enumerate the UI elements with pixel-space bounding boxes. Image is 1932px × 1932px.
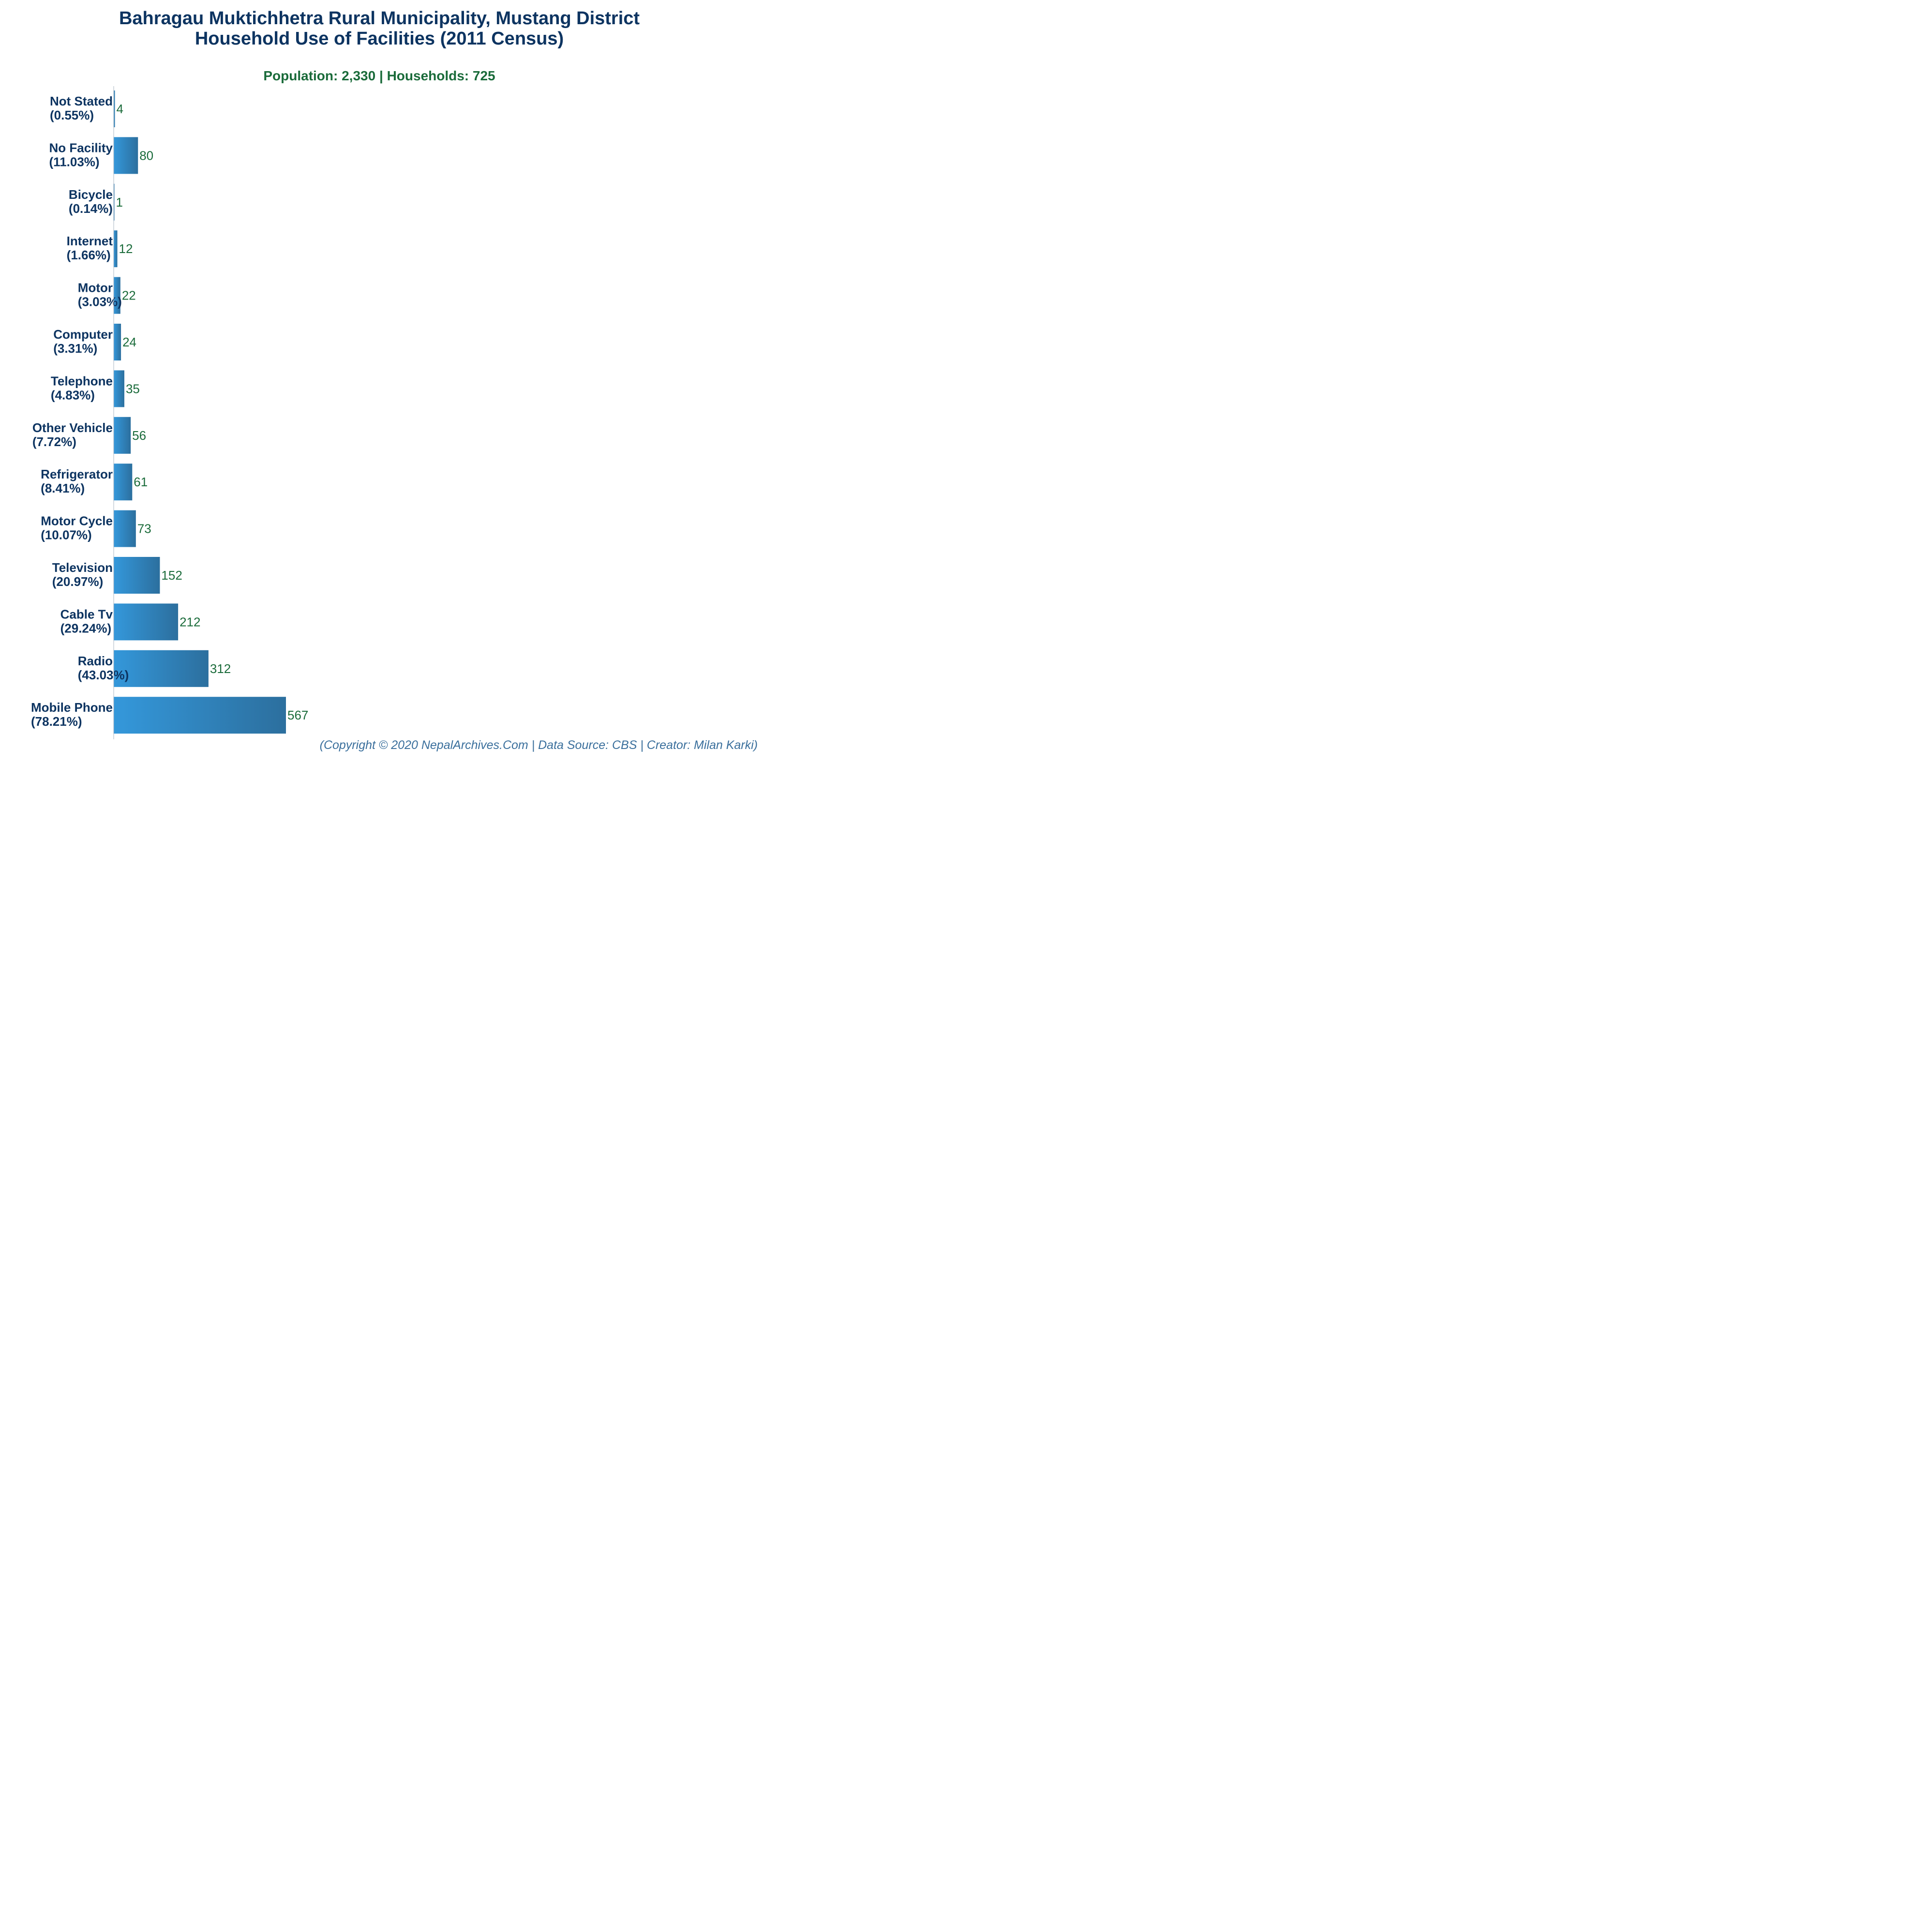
bar-internet — [114, 230, 118, 268]
percent-label: (29.24%) — [60, 621, 112, 635]
bar-motor-cycle — [114, 510, 136, 547]
value-label: 22 — [122, 288, 136, 303]
category-label: Telephone — [51, 374, 113, 388]
percent-label: (7.72%) — [32, 434, 76, 449]
footer-credit: (Copyright © 2020 NepalArchives.Com | Da… — [320, 738, 758, 752]
bar-no-facility — [114, 137, 138, 174]
value-label: 61 — [134, 475, 148, 489]
bar-telephone — [114, 370, 124, 407]
percent-label: (8.41%) — [41, 481, 85, 495]
value-label: 212 — [180, 614, 200, 629]
bar-other-vehicle — [114, 417, 131, 454]
percent-label: (20.97%) — [52, 574, 104, 589]
category-label: Internet — [67, 234, 113, 248]
value-label: 4 — [117, 102, 123, 116]
bar-not-stated — [114, 90, 115, 127]
value-label: 12 — [119, 241, 133, 256]
bar-bicycle — [114, 183, 115, 221]
bar-motor — [114, 277, 120, 314]
value-label: 80 — [139, 148, 153, 163]
bar-radio — [114, 650, 209, 687]
bar-computer — [114, 324, 121, 360]
percent-label: (43.03%) — [78, 668, 129, 682]
percent-label: (4.83%) — [51, 388, 95, 402]
percent-label: (0.55%) — [50, 108, 94, 122]
category-label: Motor — [78, 281, 113, 295]
value-label: 56 — [132, 428, 146, 443]
category-label: No Facility — [49, 140, 113, 155]
value-label: 24 — [122, 335, 136, 349]
percent-label: (1.66%) — [67, 248, 111, 262]
value-label: 152 — [161, 568, 182, 583]
bar-television — [114, 557, 160, 594]
category-label: Motor Cycle — [41, 514, 113, 528]
category-label: Not Stated — [50, 94, 113, 108]
percent-label: (78.21%) — [31, 714, 82, 729]
percent-label: (3.03%) — [78, 295, 122, 309]
value-label: 35 — [126, 381, 140, 396]
category-label: Cable Tv — [60, 607, 113, 621]
category-label: Computer — [53, 327, 113, 342]
category-label: Mobile Phone — [31, 700, 113, 715]
value-label: 73 — [137, 522, 151, 536]
bar-chart: Bahragau Muktichhetra Rural Municipality… — [31, 8, 758, 752]
bars-layer: 4 Not Stated(0.55%) 80 No Facility(11.03%) 1… — [31, 90, 308, 734]
percent-label: (3.31%) — [53, 341, 97, 356]
value-label: 567 — [287, 708, 308, 722]
category-label: Bicycle — [69, 187, 113, 202]
category-label: Television — [52, 560, 113, 575]
percent-label: (0.14%) — [69, 201, 113, 216]
chart-subtitle: Population: 2,330 | Households: 725 — [263, 68, 495, 83]
percent-label: (11.03%) — [49, 154, 100, 169]
chart-title: Bahragau Muktichhetra Rural Municipality… — [119, 8, 640, 29]
category-label: Other Vehicle — [32, 420, 113, 435]
chart-title-line2: Household Use of Facilities (2011 Census… — [195, 29, 564, 49]
value-label: 312 — [210, 661, 231, 676]
bar-refrigerator — [114, 464, 133, 501]
category-label: Radio — [78, 654, 113, 668]
percent-label: (10.07%) — [41, 528, 92, 542]
bar-mobile-phone — [114, 697, 286, 734]
value-label: 1 — [116, 195, 123, 210]
category-label: Refrigerator — [41, 467, 113, 481]
bar-cable-tv — [114, 603, 179, 641]
